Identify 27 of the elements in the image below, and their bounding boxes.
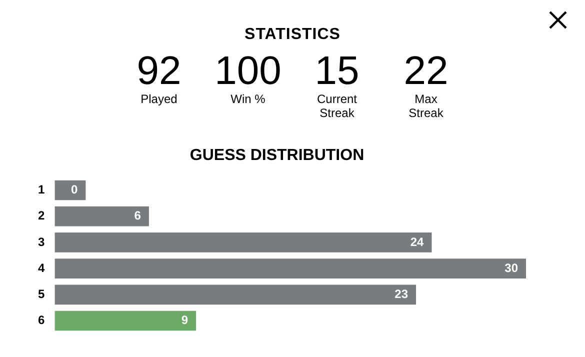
y-tick-label: 4 xyxy=(38,260,45,275)
text: 100 xyxy=(214,49,282,93)
data-label: 30 xyxy=(504,260,518,275)
bar xyxy=(54,206,149,226)
data-label: 9 xyxy=(181,313,188,328)
data-label: 0 xyxy=(70,182,78,197)
data-label: 23 xyxy=(394,286,408,301)
y-tick-label: 2 xyxy=(38,208,45,223)
y-tick-label: 6 xyxy=(38,313,45,328)
data-label: 6 xyxy=(134,208,142,223)
bar xyxy=(54,284,416,305)
text: Max Streak xyxy=(408,92,444,120)
bar xyxy=(54,310,196,331)
bar xyxy=(54,232,432,252)
text: Current Streak xyxy=(316,92,358,120)
data-label: 24 xyxy=(410,234,424,249)
text: STATISTICS xyxy=(244,26,342,44)
text: Played xyxy=(140,92,178,106)
text: 22 xyxy=(404,49,448,93)
y-tick-label: 3 xyxy=(38,234,45,249)
y-tick-label: 5 xyxy=(38,286,45,301)
text: Win % xyxy=(230,92,266,106)
y-tick-label: 1 xyxy=(38,182,45,197)
bar xyxy=(54,258,526,278)
text: 92 xyxy=(136,49,182,93)
text: 15 xyxy=(314,49,360,93)
chart-title: GUESS DISTRIBUTION xyxy=(190,147,364,164)
